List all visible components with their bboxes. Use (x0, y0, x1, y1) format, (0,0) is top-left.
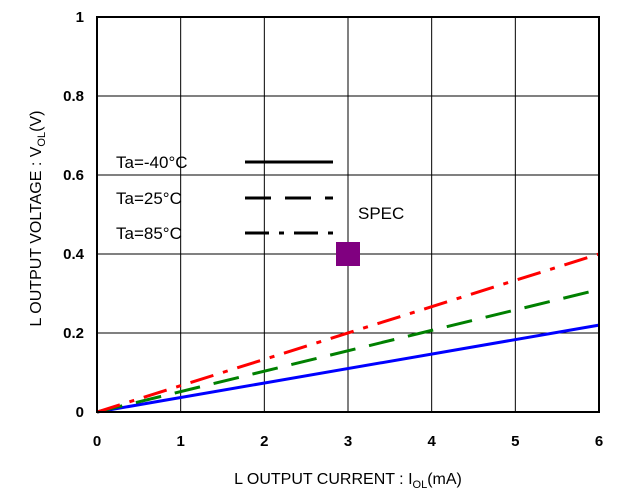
x-axis-title: L OUTPUT CURRENT : IOL(mA) (234, 471, 462, 491)
series-lines (96, 252, 600, 414)
series-line-3 (96, 252, 600, 414)
y-tick-label: 0.6 (63, 167, 84, 184)
legend: Ta=-40°C Ta=25°C Ta=85°C (116, 153, 333, 243)
y-axis-title: L OUTPUT VOLTAGE : VOL(V) (28, 111, 48, 327)
x-tick-label: 4 (427, 433, 436, 450)
y-tick-label: 0.8 (63, 88, 84, 105)
legend-label-2: Ta=25°C (116, 189, 182, 208)
y-tick-label: 0 (76, 404, 84, 421)
plot-frame (96, 16, 600, 413)
spec-marker (336, 242, 360, 266)
grid (97, 17, 599, 412)
spec-marker-group: SPEC (336, 204, 404, 266)
y-tick-label: 0.4 (63, 246, 85, 263)
x-tick-label: 2 (260, 433, 268, 450)
legend-label-1: Ta=-40°C (116, 153, 188, 172)
series-line-2 (96, 288, 600, 414)
y-tick-label: 0.2 (63, 325, 84, 342)
spec-label: SPEC (358, 204, 404, 223)
x-tick-label: 1 (176, 433, 184, 450)
legend-label-3: Ta=85°C (116, 224, 182, 243)
x-tick-label: 0 (93, 433, 101, 450)
y-tick-label: 1 (76, 9, 84, 26)
x-tick-label: 5 (511, 433, 519, 450)
x-tick-label: 6 (595, 433, 603, 450)
x-tick-label: 3 (344, 433, 352, 450)
tick-labels: 0 1 2 3 4 5 6 0 0.2 0.4 0.6 0.8 1 (63, 9, 603, 450)
series-line-1 (96, 323, 600, 414)
